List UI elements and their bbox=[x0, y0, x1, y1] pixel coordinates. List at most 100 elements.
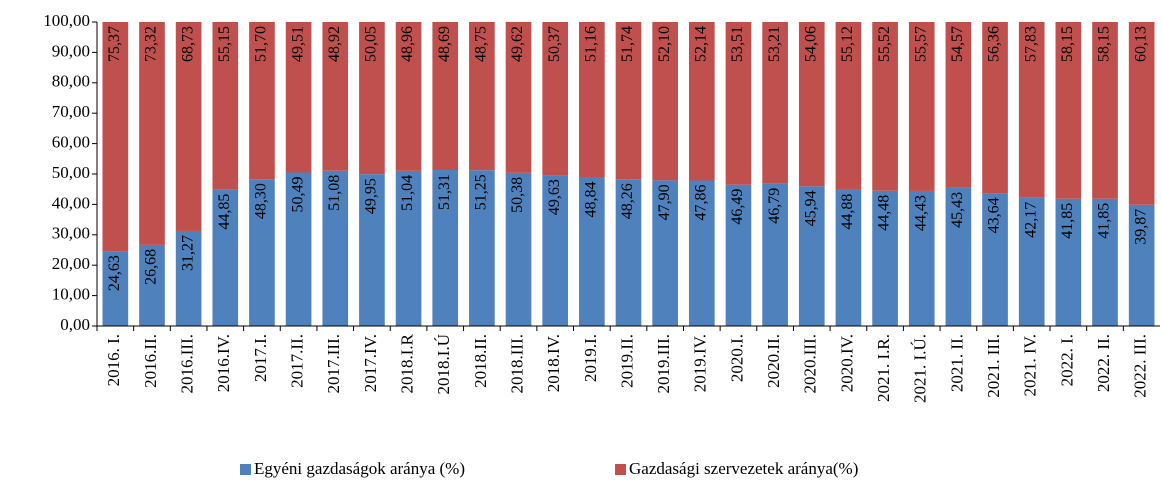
data-label: 54,06 bbox=[802, 26, 819, 62]
x-tick-label: 2016. I. bbox=[104, 334, 123, 386]
x-tick-label: 2017.II. bbox=[288, 334, 307, 388]
bar-segment bbox=[908, 22, 935, 191]
bar-segment bbox=[139, 244, 165, 326]
data-label: 39,87 bbox=[1132, 209, 1149, 245]
y-tick-label: 60,00 bbox=[52, 133, 90, 152]
data-label: 75,37 bbox=[106, 26, 123, 62]
bar-segment bbox=[872, 190, 898, 326]
y-tick-label: 50,00 bbox=[52, 163, 90, 182]
data-label: 50,37 bbox=[546, 26, 563, 62]
x-tick-label: 2018.IV. bbox=[544, 334, 563, 392]
data-label: 56,36 bbox=[986, 26, 1003, 62]
y-tick-label: 10,00 bbox=[52, 285, 90, 304]
data-label: 42,17 bbox=[1022, 202, 1039, 238]
x-tick-label: 2016.IV. bbox=[214, 334, 233, 392]
bar-segment bbox=[322, 22, 349, 171]
x-tick-label: 2018.II. bbox=[471, 334, 490, 388]
data-label: 53,51 bbox=[729, 26, 746, 62]
data-label: 48,96 bbox=[399, 26, 416, 62]
x-tick-label: 2020.II. bbox=[764, 334, 783, 388]
bar-segment bbox=[175, 230, 202, 326]
x-tick-label: 2018.III. bbox=[507, 334, 526, 393]
data-label: 52,14 bbox=[692, 26, 709, 62]
y-tick-label: 80,00 bbox=[52, 72, 90, 91]
data-label: 46,79 bbox=[766, 188, 783, 224]
data-label: 73,32 bbox=[143, 26, 160, 62]
x-tick-label: 2019.III. bbox=[654, 334, 673, 393]
bar-segment bbox=[432, 22, 459, 171]
bar-segment bbox=[395, 170, 422, 326]
data-label: 51,08 bbox=[326, 175, 343, 211]
x-tick-label: 2016.II. bbox=[141, 334, 160, 388]
y-tick-label: 70,00 bbox=[52, 102, 90, 121]
bar-segment bbox=[579, 177, 605, 326]
bar-segment bbox=[725, 22, 752, 185]
bar-segment bbox=[505, 172, 532, 326]
bar-segment bbox=[1055, 198, 1082, 326]
bar-segment bbox=[212, 189, 239, 326]
data-label: 45,43 bbox=[949, 192, 966, 228]
x-tick-label: 2021. III. bbox=[984, 334, 1003, 398]
x-tick-label: 2017.I. bbox=[251, 334, 270, 382]
x-tick-label: 2020.III. bbox=[801, 334, 820, 393]
x-tick-label: 2021. IV. bbox=[1021, 334, 1040, 397]
bar-segment bbox=[798, 22, 825, 187]
x-tick-label: 2021. II. bbox=[947, 334, 966, 392]
bar-segment bbox=[1055, 22, 1082, 199]
data-label: 50,05 bbox=[363, 26, 380, 62]
data-label: 48,84 bbox=[583, 182, 600, 218]
legend-label: Gazdasági szervezetek aránya(%) bbox=[629, 459, 858, 478]
bar-segment bbox=[652, 180, 678, 326]
data-label: 44,43 bbox=[912, 195, 929, 231]
bar-segment bbox=[872, 22, 898, 191]
bar-segment bbox=[762, 183, 788, 326]
data-label: 51,04 bbox=[399, 175, 416, 211]
bar-segment bbox=[1128, 204, 1155, 326]
data-label: 48,30 bbox=[253, 183, 270, 219]
y-tick-label: 30,00 bbox=[52, 224, 90, 243]
data-label: 41,85 bbox=[1096, 203, 1113, 239]
x-tick-label: 2021. I.R. bbox=[874, 334, 893, 402]
bar-segment bbox=[1018, 197, 1045, 326]
bar-segment bbox=[762, 22, 788, 184]
data-label: 48,69 bbox=[436, 26, 453, 62]
bar-segment bbox=[945, 187, 972, 326]
data-label: 48,75 bbox=[473, 26, 490, 62]
bar-segment bbox=[395, 22, 422, 171]
bar-segment bbox=[688, 22, 715, 181]
x-tick-label: 2018.I.Ú bbox=[434, 334, 453, 394]
data-label: 51,70 bbox=[253, 26, 270, 62]
data-label: 55,57 bbox=[912, 26, 929, 62]
data-label: 51,74 bbox=[619, 26, 636, 62]
bar-segment bbox=[102, 22, 129, 252]
y-tick-label: 40,00 bbox=[52, 193, 90, 212]
bar-segment bbox=[542, 22, 569, 176]
data-label: 49,51 bbox=[289, 26, 306, 62]
x-tick-label: 2019.II. bbox=[617, 334, 636, 388]
data-label: 60,13 bbox=[1132, 26, 1149, 62]
data-label: 55,52 bbox=[876, 26, 893, 62]
data-label: 48,26 bbox=[619, 183, 636, 219]
legend-label: Egyéni gazdaságok aránya (%) bbox=[254, 459, 465, 478]
bar-segment bbox=[432, 170, 459, 326]
x-tick-label: 2022. II. bbox=[1094, 334, 1113, 392]
data-label: 55,12 bbox=[839, 26, 856, 62]
data-label: 43,64 bbox=[986, 197, 1003, 233]
x-tick-label: 2016.III. bbox=[178, 334, 197, 393]
bar-segment bbox=[579, 22, 605, 178]
bar-segment bbox=[359, 22, 385, 175]
bar-segment bbox=[835, 22, 862, 190]
data-label: 58,15 bbox=[1059, 26, 1076, 62]
x-tick-label: 2019.IV. bbox=[691, 334, 710, 392]
data-label: 26,68 bbox=[143, 249, 160, 285]
bar-segment bbox=[542, 175, 569, 326]
x-tick-label: 2022. III. bbox=[1131, 334, 1150, 398]
data-label: 48,92 bbox=[326, 26, 343, 62]
data-label: 47,86 bbox=[692, 185, 709, 221]
bar-segment bbox=[798, 186, 825, 326]
data-label: 53,21 bbox=[766, 26, 783, 62]
bar-segment bbox=[1092, 22, 1118, 199]
bar-segment bbox=[469, 22, 495, 171]
bar-segment bbox=[835, 189, 862, 326]
